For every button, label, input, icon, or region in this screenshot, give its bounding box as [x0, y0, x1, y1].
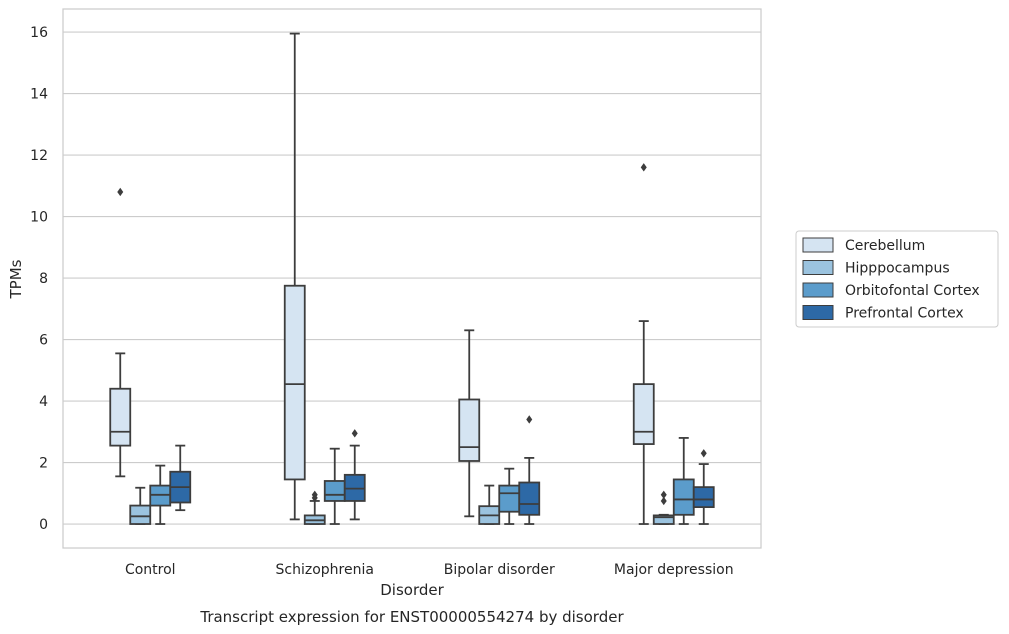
box-series: [109, 32, 715, 525]
outlier-point: [660, 490, 667, 500]
y-tick-labels: 0 2 4 6 8 10 12 14 16: [30, 25, 48, 533]
box: [652, 514, 675, 525]
legend-swatch: [802, 305, 834, 320]
outlier-point: [117, 187, 124, 197]
y-axis-label: TPMs: [7, 259, 25, 299]
box: [632, 383, 655, 445]
legend-label: Prefrontal Cortex: [845, 306, 964, 322]
box: [283, 284, 306, 481]
outlier-point: [660, 496, 667, 506]
box: [109, 387, 132, 447]
y-tick-label: 0: [39, 517, 48, 533]
chart-title: Transcript expression for ENST0000055427…: [199, 608, 624, 626]
box: [498, 484, 521, 513]
box: [323, 480, 346, 502]
legend-swatch: [802, 282, 834, 298]
outlier-point: [526, 415, 533, 424]
x-tick-label: Bipolar disorder: [444, 562, 555, 578]
y-tick-label: 10: [30, 210, 48, 226]
legend-item: Prefrontal Cortex: [802, 305, 964, 322]
x-tick-label: Schizophrenia: [276, 562, 374, 578]
legend-label: Orbitofontal Cortex: [845, 283, 980, 299]
legend-label: Hipppocampus: [845, 261, 950, 277]
series-orbitofontal-cortex: [149, 437, 695, 525]
legend-frame: [795, 230, 999, 328]
y-tick-label: 16: [30, 25, 48, 41]
plot-frame: [62, 8, 762, 549]
legend-swatch: [802, 260, 834, 275]
legend-label: Cerebellum: [845, 238, 925, 254]
y-tick-label: 6: [39, 333, 48, 349]
x-axis-label: Disorder: [380, 581, 444, 599]
legend-item: Cerebellum: [802, 237, 925, 254]
x-tick-labels: Control Schizophrenia Bipolar disorder Majo…: [125, 562, 734, 578]
box: [692, 486, 715, 509]
legend: Cerebellum Hipppocampus Orbitofontal Corte…: [795, 230, 999, 328]
x-tick-label: Control: [125, 562, 176, 578]
series-hipppocampus: [129, 484, 675, 525]
y-tick-label: 12: [30, 148, 48, 164]
y-tick-label: 14: [30, 87, 48, 103]
legend-item: Hipppocampus: [802, 260, 950, 277]
legend-swatch: [802, 237, 834, 253]
series-cerebellum: [109, 32, 655, 525]
x-tick-label: Major depression: [614, 562, 734, 578]
outlier-point: [351, 429, 358, 438]
y-tick-label: 4: [39, 394, 48, 410]
y-tick-label: 2: [39, 456, 48, 472]
legend-item: Orbitofontal Cortex: [802, 282, 980, 299]
box: [518, 481, 541, 516]
series-prefrontal-cortex: [169, 415, 715, 525]
box: [672, 478, 695, 516]
outlier-point: [700, 449, 707, 458]
grid-lines: [63, 31, 761, 525]
y-tick-label: 8: [39, 271, 48, 287]
outlier-point: [311, 490, 318, 500]
outlier-point: [640, 163, 647, 172]
box: [129, 504, 152, 525]
box: [458, 398, 481, 462]
